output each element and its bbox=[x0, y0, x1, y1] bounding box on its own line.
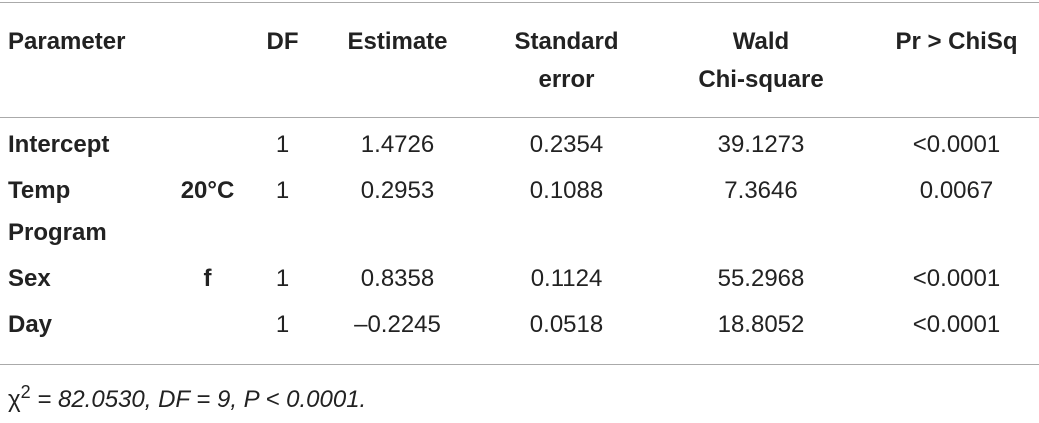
cell: Sex bbox=[8, 265, 51, 292]
header-cell: Wald Chi-square bbox=[648, 2, 874, 118]
cell bbox=[160, 302, 255, 365]
table-row: Day 1 –0.2245 0.0518 18.8052 <0.0001 bbox=[0, 302, 1039, 365]
cell: 1 bbox=[275, 311, 290, 338]
header-cell: Pr > ChiSq bbox=[874, 2, 1039, 118]
table-row: Sex f 1 0.8358 0.1124 55.2968 <0.0001 bbox=[0, 256, 1039, 302]
cell: 0.2354 bbox=[529, 131, 604, 158]
cell: –0.2245 bbox=[354, 311, 441, 338]
header-line: Standard bbox=[514, 28, 619, 55]
cell: 0.0518 bbox=[529, 311, 604, 338]
footnote-text: = 82.0530, DF = 9, P < 0.0001. bbox=[30, 386, 367, 413]
cell: 0.0067 bbox=[919, 177, 994, 204]
cell: 39.1273 bbox=[717, 131, 805, 158]
cell: 0.8358 bbox=[360, 265, 435, 292]
header-cell: Parameter bbox=[0, 2, 160, 118]
cell: 20°C bbox=[180, 177, 235, 204]
header-cell bbox=[160, 2, 255, 118]
cell: 1 bbox=[275, 265, 290, 292]
cell: <0.0001 bbox=[912, 311, 1001, 338]
cell: <0.0001 bbox=[912, 265, 1001, 292]
cell: 7.3646 bbox=[724, 177, 798, 204]
footnote: χ2 = 82.0530, DF = 9, P < 0.0001. bbox=[8, 382, 366, 414]
header-row: Parameter DF Estimate Standard error Wald Chi-… bbox=[0, 2, 1039, 118]
table-row: Temp Program 20°C 1 0.2953 0.1088 7.3646 0.006… bbox=[0, 168, 1039, 256]
table-body: Intercept 1 1.4726 0.2354 39.1273 <0.0001 Temp… bbox=[0, 118, 1039, 365]
cell: 55.2968 bbox=[717, 265, 805, 292]
cell: 0.2953 bbox=[360, 177, 435, 204]
header-cell: Standard error bbox=[485, 2, 648, 118]
cell: 1 bbox=[275, 131, 290, 158]
footnote-superscript: 2 bbox=[20, 382, 31, 402]
table-row: Intercept 1 1.4726 0.2354 39.1273 <0.0001 bbox=[0, 118, 1039, 169]
results-table: Parameter DF Estimate Standard error Wald Chi-… bbox=[0, 2, 1039, 365]
footnote-symbol: χ bbox=[8, 386, 21, 413]
cell: <0.0001 bbox=[912, 131, 1001, 158]
cell: Intercept bbox=[8, 131, 110, 158]
cell: 0.1088 bbox=[529, 177, 604, 204]
header-line: Chi-square bbox=[698, 66, 824, 93]
cell: 1 bbox=[275, 177, 290, 204]
cell: 1.4726 bbox=[360, 131, 435, 158]
header-line: error bbox=[538, 66, 595, 93]
cell: 0.1124 bbox=[530, 265, 603, 292]
cell: f bbox=[203, 265, 212, 292]
cell: Temp Program bbox=[8, 177, 107, 246]
cell: 18.8052 bbox=[717, 311, 805, 338]
header-cell: DF bbox=[255, 2, 310, 118]
header-line: Wald bbox=[732, 28, 790, 55]
header-cell: Estimate bbox=[310, 2, 485, 118]
cell: Day bbox=[8, 311, 53, 338]
cell bbox=[160, 118, 255, 169]
